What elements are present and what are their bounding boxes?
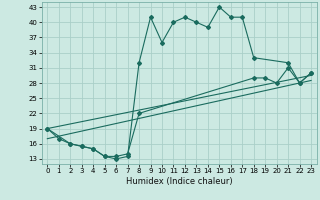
X-axis label: Humidex (Indice chaleur): Humidex (Indice chaleur) — [126, 177, 233, 186]
